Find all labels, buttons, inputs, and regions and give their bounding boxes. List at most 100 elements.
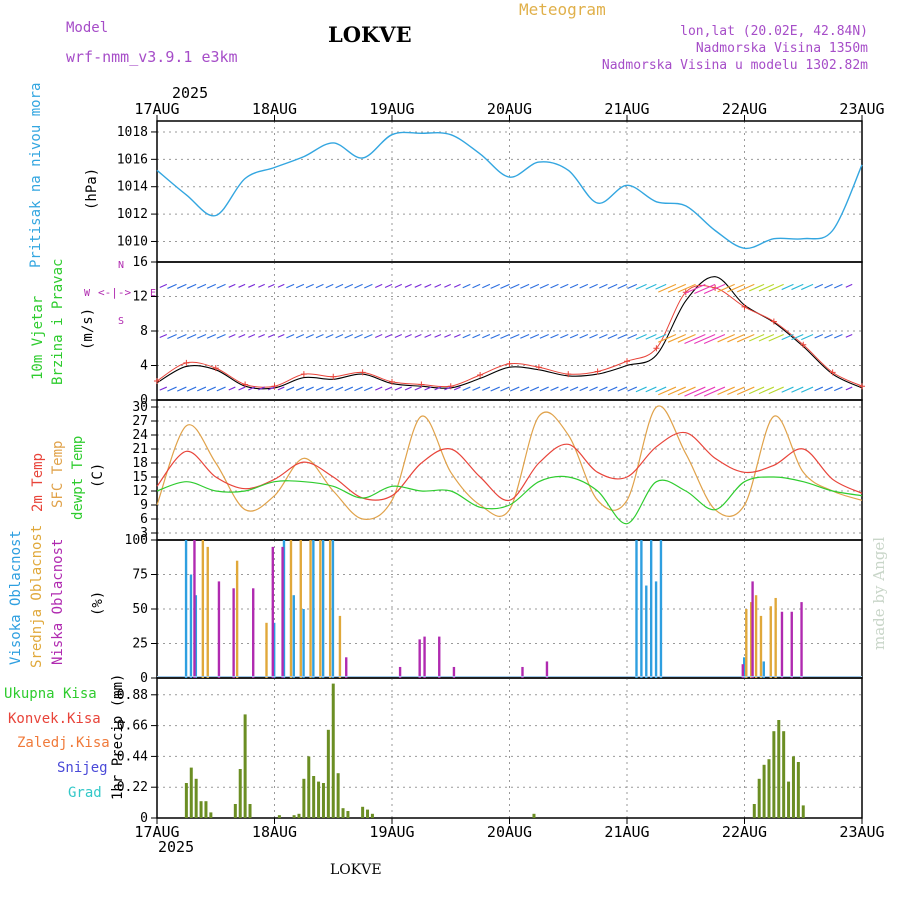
gust-marker <box>154 378 160 385</box>
precip-bar <box>243 714 247 818</box>
wind-arrow <box>694 386 716 397</box>
wind-arrow <box>758 333 775 342</box>
altitude-label: Nadmorska Visina 1350m <box>695 41 868 56</box>
wind-arrow <box>768 333 784 342</box>
wind-arrow <box>335 333 344 339</box>
high-cloud-bar <box>184 540 188 678</box>
wind-arrow <box>167 283 177 289</box>
y-tick-label: 1012 <box>117 207 148 222</box>
wind-arrow <box>216 333 226 339</box>
y-tick-label: 16 <box>132 255 148 270</box>
wind-arrow <box>599 333 608 339</box>
high-cloud-bar <box>331 540 335 678</box>
precip-bar <box>361 806 365 818</box>
wind-arrow <box>589 386 598 392</box>
wind-arrow <box>791 386 804 393</box>
wind-arrow <box>589 283 598 289</box>
wind-arrow <box>286 386 295 391</box>
wind-arrow <box>462 283 471 289</box>
low-cloud-bar <box>423 636 426 678</box>
wind-arrow <box>579 283 589 289</box>
wind-arrow <box>159 333 168 339</box>
wind-arrow <box>424 386 432 391</box>
mid-cloud-bar <box>338 615 342 678</box>
wind-arrow <box>295 386 305 391</box>
wind-arrow <box>186 386 197 392</box>
wind-arrow <box>325 333 334 339</box>
wind-arrow <box>472 283 481 289</box>
wind-arrow <box>364 386 373 392</box>
wind-arrow <box>258 333 265 338</box>
wind-arrow <box>801 333 814 341</box>
mid-cloud-bar <box>749 602 753 678</box>
mid-cloud-bar <box>774 597 777 678</box>
legend-frz-rain: Zaledj.Kisa <box>17 735 110 751</box>
wind-arrow <box>539 283 549 289</box>
mid-cloud-bar <box>299 540 302 678</box>
wind-arrow <box>569 333 579 339</box>
wind-arrow <box>684 333 706 345</box>
precip-bar <box>238 769 242 818</box>
wind-arrow <box>206 386 216 392</box>
mid-cloud-bar <box>745 609 748 678</box>
wind-arrow <box>375 386 383 391</box>
x-day-label-top: 22AUG <box>722 100 767 118</box>
wind-arrow <box>354 283 363 289</box>
wind-arrow <box>684 386 706 397</box>
low-cloud-bar <box>521 666 524 678</box>
wind-arrow <box>694 283 716 295</box>
panel-frame <box>156 261 863 401</box>
wind-arrow <box>655 333 667 340</box>
gust-marker <box>477 371 484 378</box>
wind-arrow <box>344 283 354 289</box>
x-day-label-bottom: 21AUG <box>604 823 649 841</box>
precip-bar <box>796 762 800 818</box>
wind-arrow <box>186 283 197 289</box>
wind-arrow <box>206 283 216 289</box>
wind-arrow <box>607 333 618 340</box>
wind-arrow <box>482 283 491 289</box>
precip-bar <box>194 778 198 818</box>
gust-marker <box>770 318 777 325</box>
precip-bar <box>331 683 335 818</box>
precip-bar <box>184 783 188 818</box>
x-day-label-bottom: 20AUG <box>487 823 532 841</box>
lonlat-label: lon,lat (20.02E, 42.84N) <box>680 24 868 39</box>
low-cloud-bar <box>232 588 235 678</box>
wind-arrow <box>384 386 393 391</box>
precip-bar <box>302 778 306 818</box>
wind-arrow <box>384 283 393 288</box>
wind-arrow <box>658 283 677 293</box>
wind-arrow <box>694 333 716 345</box>
wind-arrow <box>607 386 618 392</box>
wind-arrow <box>258 386 265 391</box>
low-cloud-bar <box>751 581 754 678</box>
low-cloud-bar <box>217 581 221 678</box>
wind-arrow <box>482 333 491 339</box>
wind-arrow <box>197 333 207 339</box>
y-tick-label: 27 <box>132 414 148 429</box>
wind-arrow <box>295 333 305 339</box>
wind-arrow <box>550 283 559 289</box>
precip-bar <box>370 813 374 818</box>
wind-arrow <box>159 283 168 289</box>
wind-arrow <box>258 283 265 288</box>
wind-arrow <box>444 333 451 338</box>
sfc-temp-line <box>156 405 863 520</box>
low-cloud-bar <box>741 664 744 678</box>
wind-arrow <box>834 333 843 339</box>
wind-arrow <box>579 333 589 339</box>
y-tick-label: 18 <box>132 456 148 471</box>
high-cloud-bar <box>659 540 663 678</box>
wind-arrow <box>364 283 373 289</box>
mid-cloud-bar <box>759 615 763 678</box>
wind-arrow <box>627 283 638 289</box>
wind-arrow <box>216 283 226 289</box>
wind-arrow <box>335 386 344 391</box>
wind-arrow <box>453 333 461 338</box>
wind-arrow <box>344 333 354 339</box>
y-tick-label: 9 <box>140 498 148 513</box>
gust-marker <box>859 383 865 390</box>
wind-arrow <box>510 386 520 392</box>
wind-arrow <box>791 333 804 341</box>
